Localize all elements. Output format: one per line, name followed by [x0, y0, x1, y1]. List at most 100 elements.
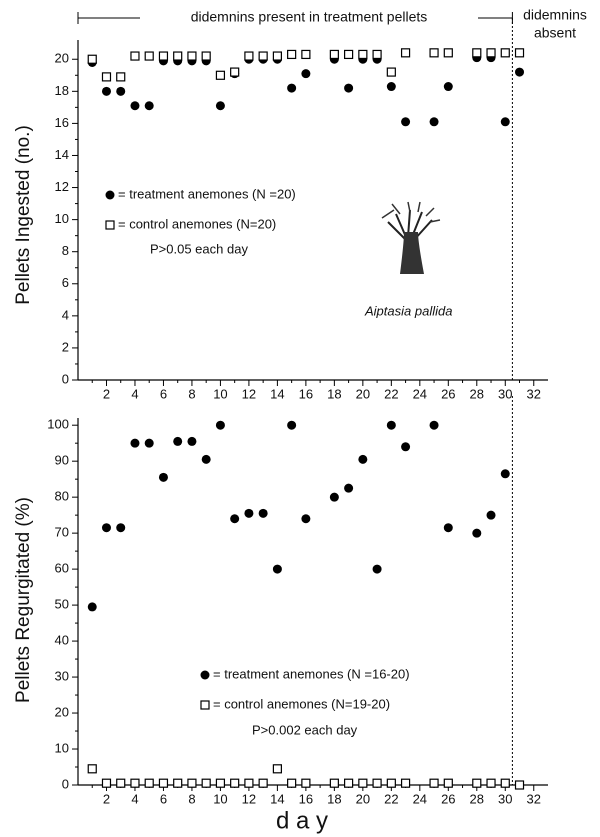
data-point — [386, 82, 396, 92]
y-tick-label: 60 — [55, 561, 69, 576]
data-point — [201, 51, 211, 61]
x-tick-label: 20 — [356, 791, 370, 806]
x-tick-label: 2 — [103, 791, 110, 806]
header-right-text: didemnins — [523, 7, 587, 23]
data-point — [401, 117, 411, 127]
y-tick-label: 2 — [62, 339, 69, 354]
data-point — [429, 420, 439, 430]
data-point — [272, 51, 282, 61]
data-point — [201, 778, 211, 788]
data-point — [144, 778, 154, 788]
legend-label: = control anemones (N=19-20) — [213, 696, 390, 711]
y-tick-label: 14 — [55, 147, 69, 162]
x-tick-label: 26 — [441, 791, 455, 806]
data-point — [187, 436, 197, 446]
data-point — [500, 778, 510, 788]
x-tick-label: 16 — [299, 386, 313, 401]
data-point — [287, 49, 297, 60]
data-point — [329, 49, 339, 60]
data-point — [144, 101, 154, 111]
y-tick-label: 4 — [62, 307, 69, 322]
data-point — [301, 69, 311, 79]
x-tick-label: 32 — [527, 791, 541, 806]
data-point — [386, 67, 396, 77]
data-point — [101, 778, 112, 788]
x-tick-label: 28 — [470, 791, 484, 806]
data-point — [116, 523, 126, 533]
data-point — [173, 436, 183, 446]
data-point — [87, 602, 97, 612]
data-point — [514, 780, 525, 790]
x-tick-label: 30 — [498, 386, 512, 401]
y-tick-label: 10 — [55, 740, 69, 755]
data-point — [358, 454, 368, 464]
data-point — [215, 101, 225, 111]
legend-marker — [200, 670, 210, 680]
data-point — [386, 778, 396, 788]
data-point — [372, 49, 382, 60]
data-point — [230, 778, 240, 788]
data-point — [116, 72, 126, 82]
x-tick-label: 26 — [441, 386, 455, 401]
data-point — [130, 51, 140, 61]
y-tick-label: 50 — [55, 597, 69, 612]
x-tick-label: 4 — [131, 386, 138, 401]
x-tick-label: 8 — [188, 386, 195, 401]
annotation: P>0.002 each day — [252, 722, 358, 737]
data-point — [472, 48, 482, 58]
data-point — [329, 492, 339, 502]
data-point — [244, 778, 254, 788]
data-point — [101, 523, 111, 533]
data-point — [301, 778, 311, 788]
y-tick-label: 8 — [62, 243, 69, 258]
y-axis-label: Pellets Regurgitated (%) — [13, 497, 34, 703]
data-point — [486, 510, 496, 520]
x-tick-label: 2 — [103, 386, 110, 401]
data-point — [443, 778, 453, 788]
x-tick-label: 6 — [160, 791, 167, 806]
data-point — [500, 469, 510, 479]
data-point — [486, 778, 496, 788]
x-tick-label: 24 — [413, 791, 427, 806]
legend-label: = treatment anemones (N =20) — [118, 186, 296, 201]
x-tick-label: 12 — [242, 791, 256, 806]
y-tick-label: 30 — [55, 668, 69, 683]
data-point — [101, 72, 112, 82]
x-tick-label: 22 — [384, 791, 398, 806]
x-tick-label: 10 — [213, 791, 227, 806]
data-point — [344, 83, 354, 93]
data-point — [372, 778, 382, 788]
y-tick-label: 80 — [55, 489, 69, 504]
data-point — [344, 483, 354, 493]
data-point — [301, 514, 311, 524]
data-point — [130, 778, 140, 788]
x-tick-label: 20 — [356, 386, 370, 401]
anemone-illustration — [381, 201, 441, 274]
data-point — [258, 51, 268, 61]
y-tick-label: 18 — [55, 83, 69, 98]
data-point — [130, 438, 140, 448]
data-point — [116, 86, 126, 96]
data-point — [173, 778, 183, 788]
data-point — [215, 778, 226, 788]
x-tick-label: 10 — [213, 386, 227, 401]
y-tick-label: 10 — [55, 211, 69, 226]
data-point — [101, 86, 111, 96]
data-point — [443, 82, 453, 92]
header-right-text: absent — [534, 25, 576, 41]
data-point — [500, 117, 510, 127]
data-point — [344, 778, 354, 788]
x-tick-label: 14 — [270, 791, 284, 806]
data-point — [514, 48, 525, 58]
x-tick-label: 18 — [327, 791, 341, 806]
legend-marker — [105, 190, 115, 200]
data-point — [116, 778, 126, 788]
data-point — [158, 778, 169, 788]
data-point — [400, 778, 411, 788]
data-point — [158, 51, 169, 61]
data-point — [272, 564, 282, 574]
data-point — [87, 764, 97, 774]
y-axis-label: Pellets Ingested (no.) — [13, 125, 34, 305]
data-point — [443, 523, 453, 533]
